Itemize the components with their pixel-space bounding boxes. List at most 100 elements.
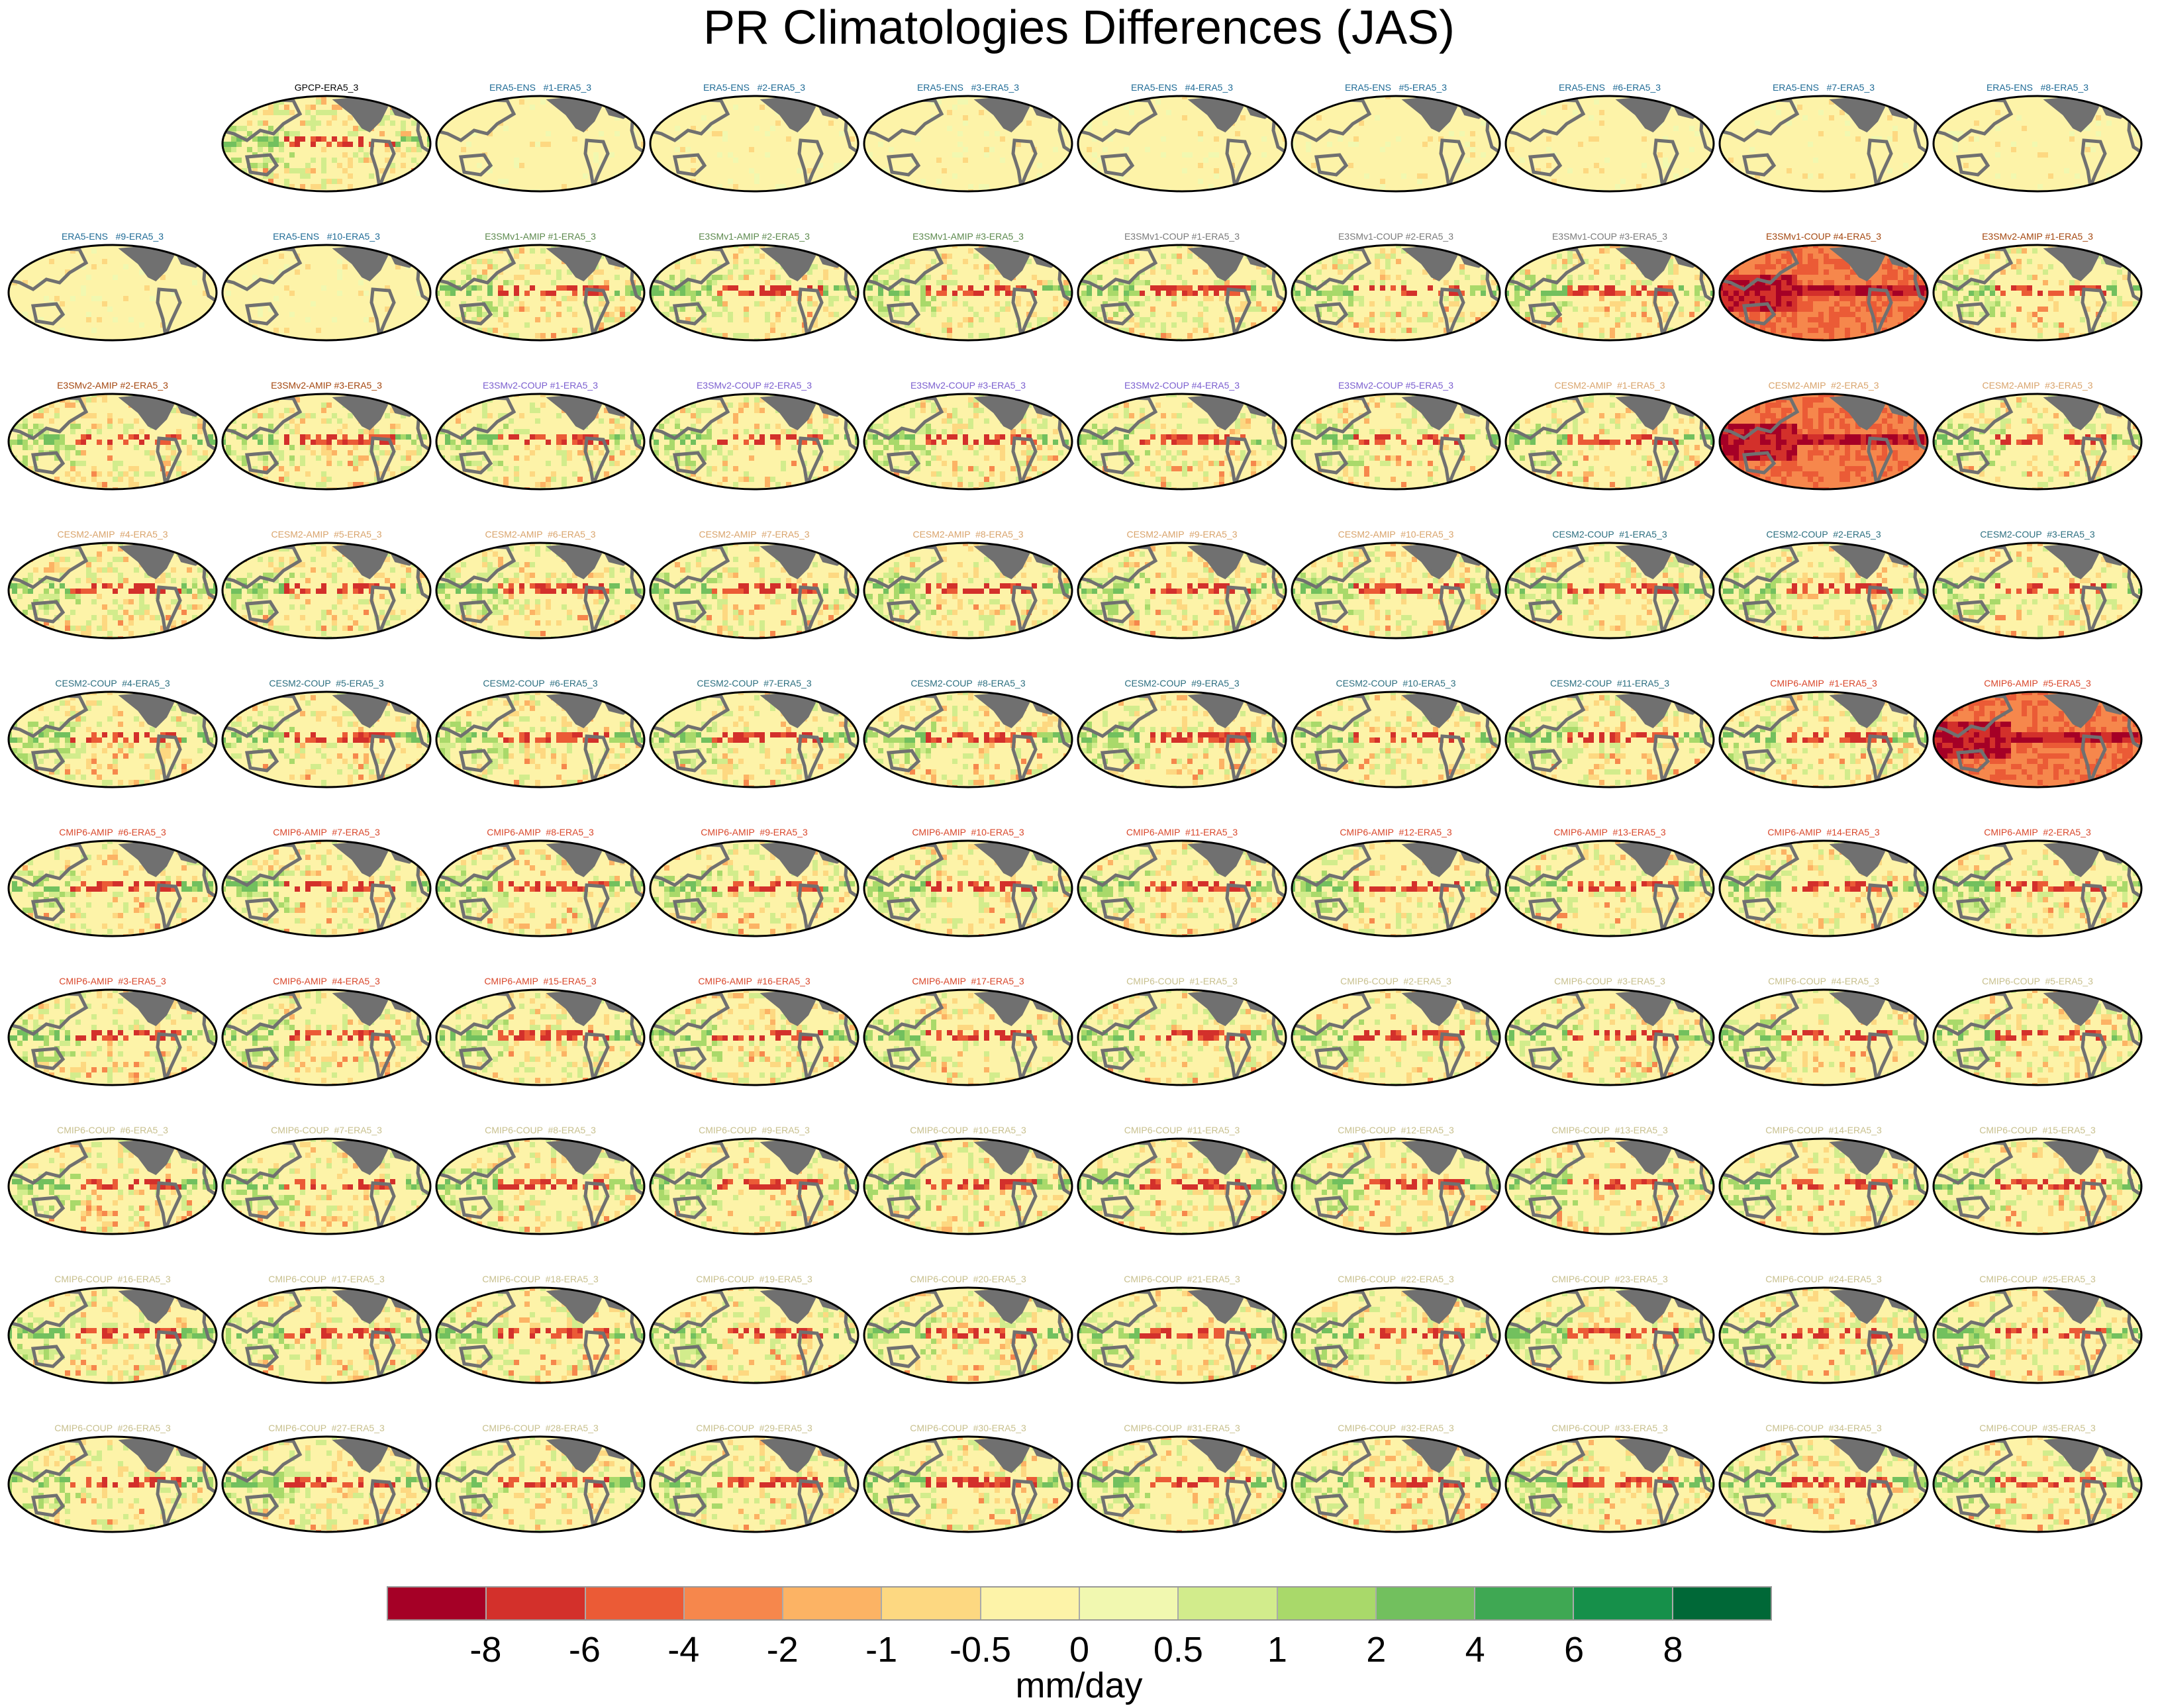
grid-cell: [509, 259, 514, 264]
grid-cell: [828, 296, 834, 301]
grid-cell: [91, 397, 97, 403]
grid-cell: [535, 408, 540, 413]
grid-cell: [1824, 245, 1829, 248]
grid-cell: [1829, 301, 1834, 307]
grid-cell: [49, 434, 54, 440]
grid-cell: [417, 450, 422, 455]
grid-cell: [123, 440, 128, 445]
grid-cell: [503, 333, 509, 338]
grid-cell: [1792, 296, 1797, 301]
grid-cell: [546, 291, 551, 296]
grid-cell: [1567, 285, 1573, 291]
grid-cell: [2006, 259, 2011, 264]
grid-cell: [187, 450, 192, 455]
grid-cell: [1834, 291, 1839, 296]
grid-cell: [321, 285, 326, 291]
grid-cell: [1924, 269, 1928, 275]
grid-cell: [1541, 291, 1546, 296]
grid-cell: [664, 245, 669, 248]
grid-cell: [337, 461, 342, 466]
grid-cell: [989, 471, 995, 477]
grid-cell: [738, 477, 744, 482]
grid-cell: [279, 450, 284, 455]
grid-cell: [775, 440, 781, 445]
grid-cell: [390, 168, 395, 173]
grid-cell: [1496, 248, 1500, 254]
grid-cell: [385, 158, 390, 163]
grid-cell: [1332, 394, 1338, 397]
grid-cell: [1969, 307, 1974, 312]
grid-cell: [258, 312, 263, 317]
grid-cell: [97, 482, 102, 487]
grid-cell: [1470, 99, 1475, 105]
grid-cell: [252, 466, 258, 471]
grid-cell: [1694, 259, 1700, 264]
grid-cell: [540, 142, 546, 147]
grid-cell: [641, 317, 644, 322]
grid-cell: [1021, 429, 1026, 434]
grid-cell: [1723, 245, 1728, 248]
grid-cell: [1087, 254, 1092, 259]
grid-cell: [685, 461, 691, 466]
grid-cell: [519, 264, 524, 269]
grid-cell: [268, 126, 273, 131]
grid-cell: [995, 285, 1000, 291]
grid-cell: [1042, 440, 1048, 445]
grid-cell: [1021, 424, 1026, 429]
grid-cell: [477, 285, 482, 291]
grid-cell: [326, 434, 332, 440]
grid-cell: [456, 477, 461, 482]
grid-cell: [364, 455, 369, 461]
grid-cell: [1551, 307, 1557, 312]
grid-cell: [1092, 434, 1097, 440]
grid-cell: [1048, 280, 1053, 285]
grid-cell: [258, 142, 263, 147]
grid-cell: [562, 285, 567, 291]
grid-cell: [614, 307, 620, 312]
grid-cell: [878, 291, 883, 296]
grid-cell: [1412, 291, 1417, 296]
grid-cell: [654, 322, 659, 328]
grid-cell: [1267, 285, 1272, 291]
grid-cell: [669, 482, 675, 487]
grid-cell: [440, 445, 445, 450]
grid-cell: [1380, 269, 1385, 275]
grid-cell: [166, 440, 171, 445]
grid-cell: [263, 163, 268, 168]
grid-cell: [915, 328, 920, 333]
grid-cell: [797, 168, 802, 173]
grid-cell: [514, 434, 519, 440]
grid-cell: [675, 418, 680, 424]
grid-cell: [926, 275, 931, 280]
map-border: [1291, 95, 1501, 193]
grid-cell: [1316, 301, 1322, 307]
grid-cell: [427, 338, 430, 340]
grid-cell: [1496, 285, 1500, 291]
grid-cell: [717, 445, 722, 450]
grid-cell: [1834, 296, 1839, 301]
grid-cell: [1433, 301, 1438, 307]
grid-cell: [1642, 307, 1647, 312]
grid-cell: [498, 445, 503, 450]
grid-cell: [609, 429, 614, 434]
grid-cell: [139, 269, 144, 275]
grid-cell: [894, 312, 899, 317]
coastline: [156, 287, 182, 340]
grid-cell: [712, 131, 717, 136]
map-background: [1506, 96, 1714, 191]
grid-cell: [1198, 440, 1203, 445]
grid-cell: [1444, 429, 1449, 434]
grid-cell: [641, 418, 644, 424]
grid-cell: [1037, 173, 1042, 179]
grid-cell: [252, 245, 258, 248]
grid-cell: [1470, 147, 1475, 152]
grid-cell: [839, 285, 844, 291]
grid-cell: [1129, 291, 1134, 296]
grid-cell: [1657, 245, 1663, 248]
grid-cell: [1124, 259, 1129, 264]
grid-cell: [899, 264, 905, 269]
grid-cell: [1914, 105, 1919, 110]
grid-cell: [300, 173, 305, 179]
grid-cell: [1198, 179, 1203, 184]
grid-cell: [873, 245, 878, 248]
